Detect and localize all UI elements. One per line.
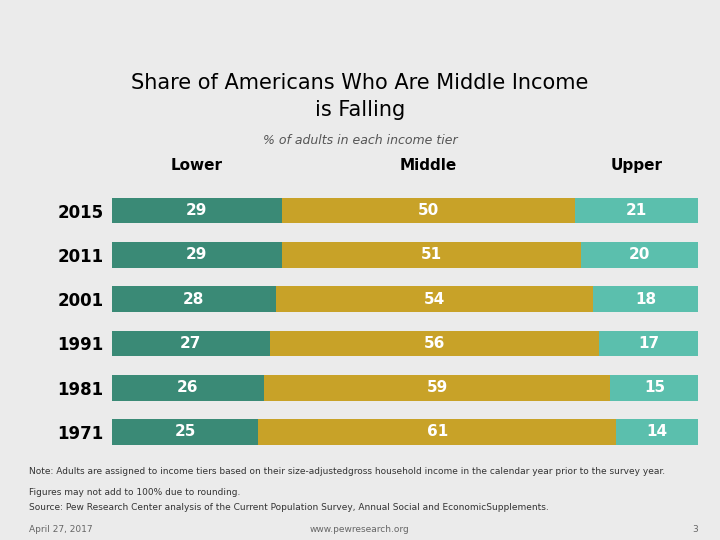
Bar — [616, 419, 698, 445]
Bar — [575, 198, 698, 224]
Text: 17: 17 — [638, 336, 659, 351]
Bar — [276, 286, 593, 312]
Bar — [581, 242, 698, 268]
Bar — [112, 375, 264, 401]
Text: www.pewresearch.org: www.pewresearch.org — [310, 524, 410, 534]
Text: 14: 14 — [647, 424, 668, 440]
Text: 25: 25 — [174, 424, 196, 440]
Text: Lower: Lower — [171, 158, 222, 173]
Text: 29: 29 — [186, 203, 207, 218]
Text: 28: 28 — [183, 292, 204, 307]
Bar — [112, 286, 276, 312]
Text: Source: Pew Research Center analysis of the Current Population Survey, Annual So: Source: Pew Research Center analysis of … — [29, 503, 549, 512]
Text: 18: 18 — [635, 292, 656, 307]
Text: 3: 3 — [693, 524, 698, 534]
Bar — [270, 330, 598, 356]
Text: 61: 61 — [427, 424, 448, 440]
Text: April 27, 2017: April 27, 2017 — [29, 524, 92, 534]
Bar — [112, 198, 282, 224]
Text: 20: 20 — [629, 247, 650, 262]
Bar — [598, 330, 698, 356]
Bar — [264, 375, 611, 401]
Text: % of adults in each income tier: % of adults in each income tier — [263, 134, 457, 147]
Bar — [593, 286, 698, 312]
Text: 15: 15 — [644, 380, 665, 395]
Text: Share of Americans Who Are Middle Income
is Falling: Share of Americans Who Are Middle Income… — [131, 73, 589, 120]
Text: 54: 54 — [423, 292, 445, 307]
Text: 50: 50 — [418, 203, 439, 218]
Text: Figures may not add to 100% due to rounding.: Figures may not add to 100% due to round… — [29, 488, 240, 497]
Bar — [258, 419, 616, 445]
Text: 51: 51 — [421, 247, 442, 262]
Text: 27: 27 — [180, 336, 202, 351]
Bar — [112, 330, 270, 356]
Text: 26: 26 — [177, 380, 199, 395]
Text: Middle: Middle — [400, 158, 457, 173]
Text: 56: 56 — [423, 336, 445, 351]
Bar — [611, 375, 698, 401]
Text: 21: 21 — [626, 203, 647, 218]
Text: Note: Adults are assigned to income tiers based on their size-adjustedgross hous: Note: Adults are assigned to income tier… — [29, 467, 665, 476]
Text: 29: 29 — [186, 247, 207, 262]
Text: 59: 59 — [427, 380, 448, 395]
Text: Upper: Upper — [611, 158, 663, 173]
Bar — [282, 242, 581, 268]
Bar — [282, 198, 575, 224]
Bar — [112, 419, 258, 445]
Bar — [112, 242, 282, 268]
